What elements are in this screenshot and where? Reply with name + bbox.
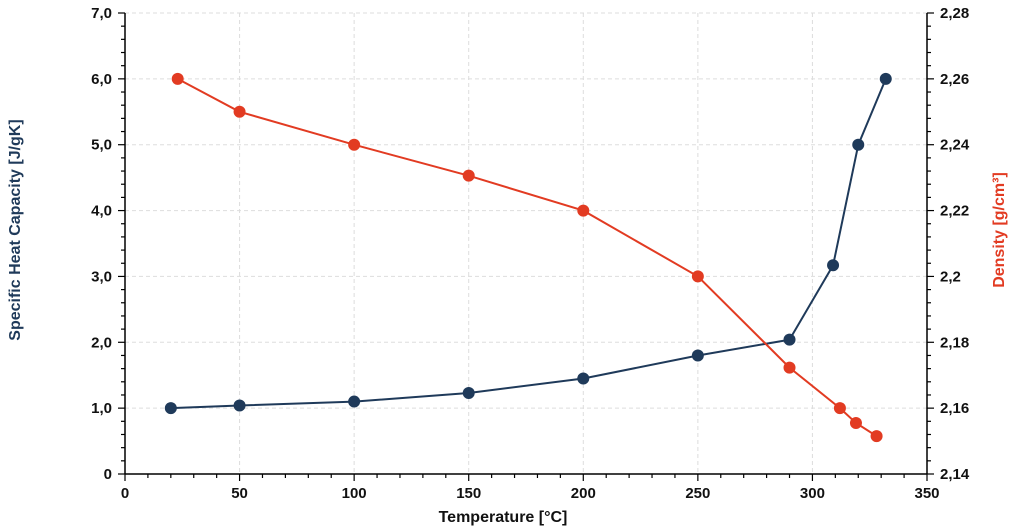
specific-heat-capacity-series-line	[170, 78, 887, 410]
specific-heat-capacity-data-point	[348, 395, 361, 408]
left-y-tick-label: 0	[104, 466, 112, 483]
left-y-tick-label: 2,0	[91, 334, 112, 351]
density-data-point	[783, 361, 796, 374]
series-layer	[164, 72, 892, 443]
labels-layer: 0 50 100 150 200 250 300 350 0 1,0 2,0 3,0 4,0 5,0 6,0…	[91, 5, 970, 502]
x-tick-label: 0	[121, 485, 129, 502]
specific-heat-capacity-data-point	[879, 72, 892, 85]
grid-layer	[125, 12, 927, 474]
left-y-tick-label: 3,0	[91, 268, 112, 285]
specific-heat-capacity-data-point	[462, 386, 475, 399]
x-tick-label: 150	[456, 485, 481, 502]
specific-heat-capacity-data-point	[852, 138, 865, 151]
right-y-tick-label: 2,28	[940, 5, 969, 22]
x-tick-label: 250	[685, 485, 710, 502]
axes-layer	[118, 12, 934, 481]
right-y-tick-label: 2,2	[940, 268, 961, 285]
left-y-tick-label: 6,0	[91, 71, 112, 88]
left-y-tick-label: 5,0	[91, 137, 112, 154]
left-y-tick-label: 7,0	[91, 5, 112, 22]
x-tick-label: 50	[231, 485, 248, 502]
right-y-axis-title: Density [g/cm³]	[991, 172, 1008, 288]
right-y-tick-label: 2,14	[940, 466, 970, 483]
x-tick-label: 100	[342, 485, 367, 502]
x-tick-label: 350	[914, 485, 939, 502]
right-y-tick-label: 2,24	[940, 137, 970, 154]
density-data-point	[233, 105, 246, 118]
x-axis-title: Temperature [°C]	[439, 509, 568, 526]
right-y-tick-label: 2,16	[940, 400, 969, 417]
x-tick-label: 300	[800, 485, 825, 502]
right-y-tick-label: 2,22	[940, 203, 969, 220]
density-data-point	[171, 72, 184, 85]
specific-heat-capacity-data-point	[827, 259, 840, 272]
specific-heat-capacity-data-point	[577, 372, 590, 385]
density-data-point	[462, 169, 475, 182]
right-y-tick-label: 2,26	[940, 71, 969, 88]
right-y-tick-label: 2,18	[940, 334, 969, 351]
specific-heat-capacity-data-point	[233, 399, 246, 412]
density-data-point	[849, 416, 862, 429]
x-tick-label: 200	[571, 485, 596, 502]
density-data-point	[348, 138, 361, 151]
left-y-tick-label: 1,0	[91, 400, 112, 417]
specific-heat-capacity-data-point	[164, 402, 177, 415]
density-series-line	[177, 78, 878, 437]
density-data-point	[833, 402, 846, 415]
density-data-point	[691, 270, 704, 283]
left-y-tick-label: 4,0	[91, 203, 112, 220]
specific-heat-capacity-data-point	[691, 349, 704, 362]
left-y-axis-title: Specific Heat Capacity [J/gK]	[7, 119, 24, 340]
density-data-point	[577, 204, 590, 217]
specific-heat-capacity-data-point	[783, 333, 796, 346]
density-data-point	[870, 430, 883, 443]
